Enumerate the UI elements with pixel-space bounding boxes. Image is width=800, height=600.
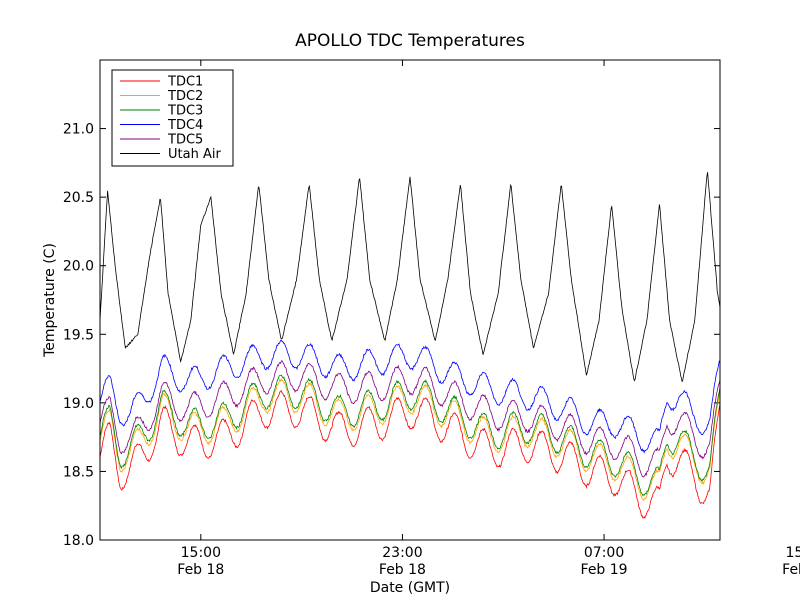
series-line-tdc3: [100, 374, 720, 497]
y-tick-label: 21.0: [63, 122, 94, 138]
y-tick-label: 18.0: [63, 533, 94, 549]
legend-label: TDC4: [167, 118, 203, 133]
legend-label: Utah Air: [168, 147, 221, 162]
y-tick-label: 18.5: [63, 464, 94, 480]
y-tick-label: 20.5: [63, 190, 94, 206]
y-tick-label: 19.5: [63, 327, 94, 343]
x-tick-time-label: 23:00: [382, 545, 422, 561]
x-tick-time-label: 15:00: [786, 545, 800, 561]
legend-label: TDC1: [167, 75, 203, 90]
series-line-tdc2: [100, 377, 720, 502]
x-tick-date-label: Feb 18: [379, 562, 426, 578]
series-line-tdc4: [100, 339, 720, 454]
legend-label: TDC2: [167, 89, 203, 104]
x-tick-date-label: Feb 19: [581, 562, 628, 578]
y-tick-label: 19.0: [63, 396, 94, 412]
series-line-tdc1: [100, 389, 720, 520]
x-tick-date-label: Feb 19: [782, 562, 800, 578]
plot-frame: [99, 59, 721, 541]
series-line-tdc5: [100, 359, 720, 478]
x-tick-time-label: 15:00: [181, 545, 221, 561]
y-axis-label: Temperature (C): [42, 243, 58, 358]
y-axis: 18.0 18.5 19.0 19.5 20.0 20.5 21.0: [63, 122, 720, 549]
chart-title: APOLLO TDC Temperatures: [295, 31, 525, 51]
legend-label: TDC5: [167, 133, 203, 148]
legend-box: [111, 69, 234, 167]
x-tick-date-label: Feb 18: [177, 562, 224, 578]
legend-label: TDC3: [167, 104, 203, 119]
x-axis-label: Date (GMT): [370, 580, 450, 596]
series-layer: [100, 172, 720, 520]
x-tick-time-label: 07:00: [584, 545, 624, 561]
series-line-utah-air: [100, 172, 720, 383]
y-tick-label: 20.0: [63, 259, 94, 275]
